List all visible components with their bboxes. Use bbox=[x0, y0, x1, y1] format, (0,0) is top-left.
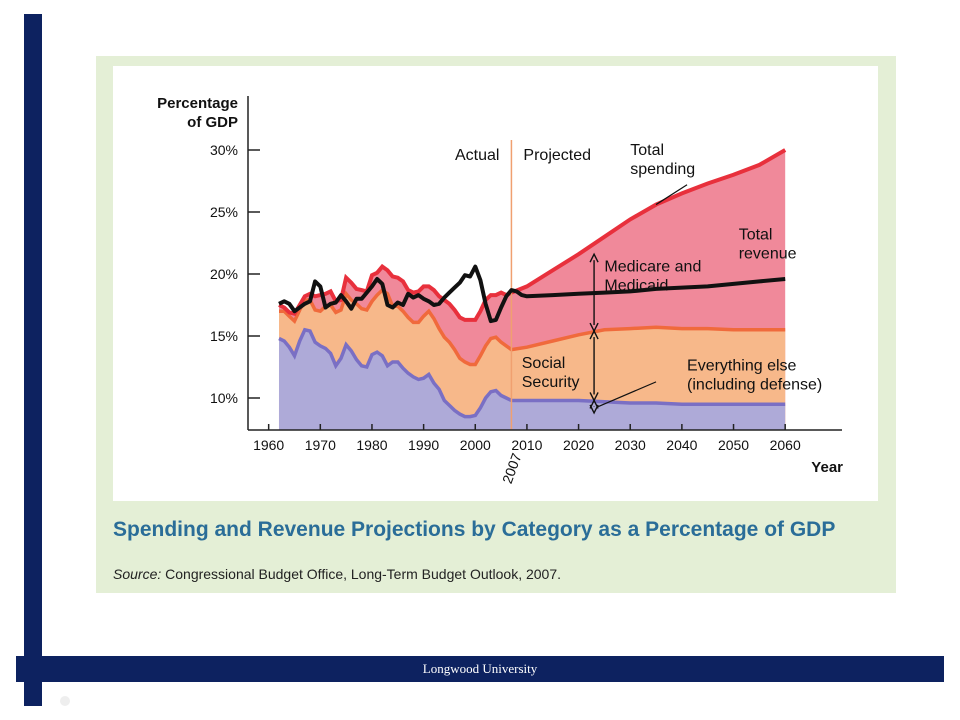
total-spending-line bbox=[278, 148, 787, 322]
annotation-line: (including defense) bbox=[687, 377, 822, 394]
annotation-medicare-and-medicaid: Medicare and Medicaid bbox=[604, 259, 701, 295]
slide-corner-dot bbox=[60, 696, 70, 706]
annotation-line: Everything else bbox=[687, 358, 796, 375]
everything-else-bracket-arrow-head-top bbox=[589, 398, 599, 409]
source-label: Source: bbox=[113, 566, 162, 582]
x-tick-label: 1990 bbox=[408, 437, 439, 453]
slide-vertical-bar bbox=[24, 14, 42, 706]
everything-else-pointer bbox=[597, 381, 657, 408]
x-tick-label: 2020 bbox=[563, 437, 594, 453]
annotation-line: Social bbox=[522, 355, 566, 372]
annotation-line: Medicaid bbox=[604, 278, 668, 295]
slide-footer: Longwood University bbox=[16, 656, 944, 682]
x-tick-label: 2010 bbox=[511, 437, 542, 453]
figure-caption-title: Spending and Revenue Projections by Cate… bbox=[113, 518, 836, 541]
everything-else-area bbox=[278, 329, 786, 430]
source-text: Congressional Budget Office, Long-Term B… bbox=[161, 566, 562, 582]
everything-else-bracket-arrow-head-bottom bbox=[589, 404, 599, 415]
annotation-line: revenue bbox=[739, 245, 797, 262]
annotation-line: Total bbox=[630, 142, 664, 159]
annotation-social-security: Social Security bbox=[522, 355, 580, 391]
y-tick-label: 10% bbox=[210, 390, 238, 406]
divider-year-label: 2007 bbox=[499, 451, 525, 486]
annotation-total-spending: Total spending bbox=[630, 142, 695, 178]
x-tick-label: 2030 bbox=[615, 437, 646, 453]
medicare-bracket-arrow-head-top bbox=[589, 252, 599, 263]
annotation-line: spending bbox=[630, 161, 695, 178]
x-axis-label: Year bbox=[811, 459, 843, 476]
x-tick-label: 2050 bbox=[718, 437, 749, 453]
x-tick-label: 2000 bbox=[460, 437, 491, 453]
y-tick-label: 25% bbox=[210, 204, 238, 220]
annotation-line: Medicare and bbox=[604, 259, 701, 276]
y-axis-label-line1: Percentage bbox=[157, 95, 238, 112]
total-revenue-line bbox=[278, 264, 786, 324]
x-tick-label: 1970 bbox=[305, 437, 336, 453]
y-tick-label: 15% bbox=[210, 328, 238, 344]
y-axis-label-line2: of GDP bbox=[187, 114, 238, 131]
figure-caption-source: Source: Congressional Budget Office, Lon… bbox=[113, 566, 561, 582]
annotation-everything-else-including-defense: Everything else (including defense) bbox=[687, 358, 822, 394]
x-tick-label: 2040 bbox=[666, 437, 697, 453]
y-tick-label: 20% bbox=[210, 266, 238, 282]
x-tick-label: 1960 bbox=[253, 437, 284, 453]
annotation-line: Security bbox=[522, 374, 580, 391]
actual-region-label: Actual bbox=[455, 147, 499, 164]
projected-region-label: Projected bbox=[523, 147, 591, 164]
x-tick-label: 2060 bbox=[770, 437, 801, 453]
annotation-total-revenue: Total revenue bbox=[739, 226, 797, 262]
social-security-bracket-arrow-head-top bbox=[589, 329, 599, 340]
everything-else-line bbox=[278, 327, 786, 419]
x-tick-label: 1980 bbox=[356, 437, 387, 453]
y-tick-label: 30% bbox=[210, 142, 238, 158]
annotation-line: Total bbox=[739, 226, 773, 243]
total-spending-pointer bbox=[655, 184, 688, 206]
